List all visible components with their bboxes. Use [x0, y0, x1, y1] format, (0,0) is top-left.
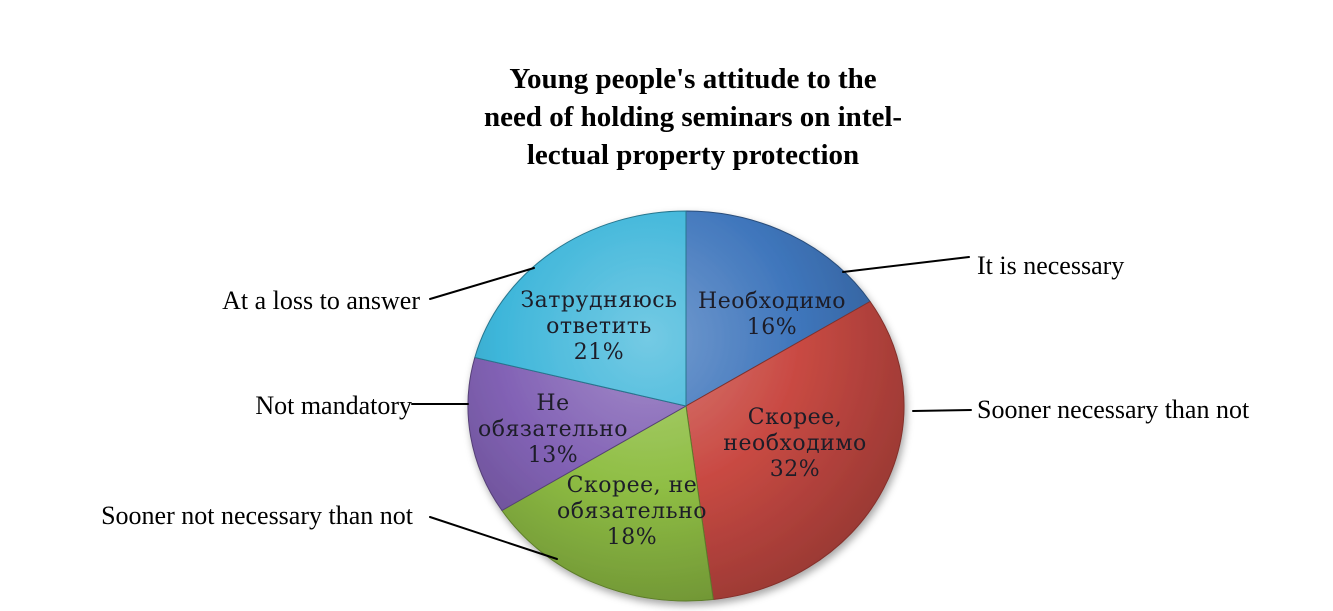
- slice-label-line: Скорее,: [747, 405, 843, 430]
- callout-line-sooner-not-necessary: [429, 516, 558, 560]
- callout-label-at-a-loss: At a loss to answer: [222, 286, 420, 315]
- pie-slices-group: [467, 210, 905, 602]
- slice-label-not-mandatory: Не обязательно 13%: [478, 391, 628, 469]
- pie-slice-1: [685, 301, 905, 600]
- slice-label-sooner-not-necessary: Скорее, не обязательно 18%: [557, 473, 707, 551]
- slice-label-line: 21%: [573, 340, 625, 365]
- chart-title: Young people's attitude to the need of h…: [484, 60, 902, 174]
- callout-lines: [411, 256, 972, 560]
- slice-label-line: Затрудняюсь: [520, 288, 678, 313]
- slice-label-line: Необходимо: [698, 289, 846, 314]
- slice-label-at-a-loss: Затрудняюсь ответить 21%: [520, 288, 677, 366]
- pie-slice-3: [467, 357, 687, 511]
- callout-label-sooner-necessary: Sooner necessary than not: [977, 395, 1250, 424]
- callout-line-at-a-loss: [429, 267, 535, 300]
- callout-label-it-is-necessary: It is necessary: [977, 251, 1125, 280]
- chart-title-line-2: need of holding seminars on intel-: [483, 101, 903, 133]
- slice-label-line: 16%: [746, 315, 798, 340]
- callout-line-it-is-necessary: [842, 256, 970, 273]
- slice-label-line: обязательно: [477, 417, 629, 442]
- callout-label-not-mandatory: Not mandatory: [255, 391, 412, 420]
- slice-label-line: необходимо: [723, 431, 867, 456]
- pie-slice-0: [685, 210, 871, 407]
- chart-title-line-3: lectual property protection: [526, 139, 860, 171]
- callout-line-sooner-necessary: [912, 409, 972, 412]
- slice-label-necessary: Необходимо 16%: [698, 289, 846, 341]
- slice-label-line: ответить: [546, 314, 652, 339]
- slice-label-line: 13%: [527, 443, 579, 468]
- slice-label-line: Не: [536, 391, 570, 416]
- slice-label-line: 32%: [769, 457, 821, 482]
- chart-title-line-1: Young people's attitude to the: [509, 63, 877, 95]
- slice-label-line: Скорее, не: [566, 473, 698, 498]
- slice-label-sooner-necessary: Скорее, необходимо 32%: [723, 405, 866, 483]
- slice-label-line: обязательно: [556, 499, 708, 524]
- pie-slice-2: [501, 405, 714, 602]
- pie-slice-4: [474, 210, 687, 407]
- callout-label-sooner-not-necessary: Sooner not necessary than not: [101, 501, 413, 530]
- slice-label-line: 18%: [606, 525, 658, 550]
